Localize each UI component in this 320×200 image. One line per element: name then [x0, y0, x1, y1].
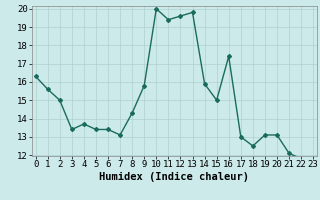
X-axis label: Humidex (Indice chaleur): Humidex (Indice chaleur)	[100, 172, 249, 182]
